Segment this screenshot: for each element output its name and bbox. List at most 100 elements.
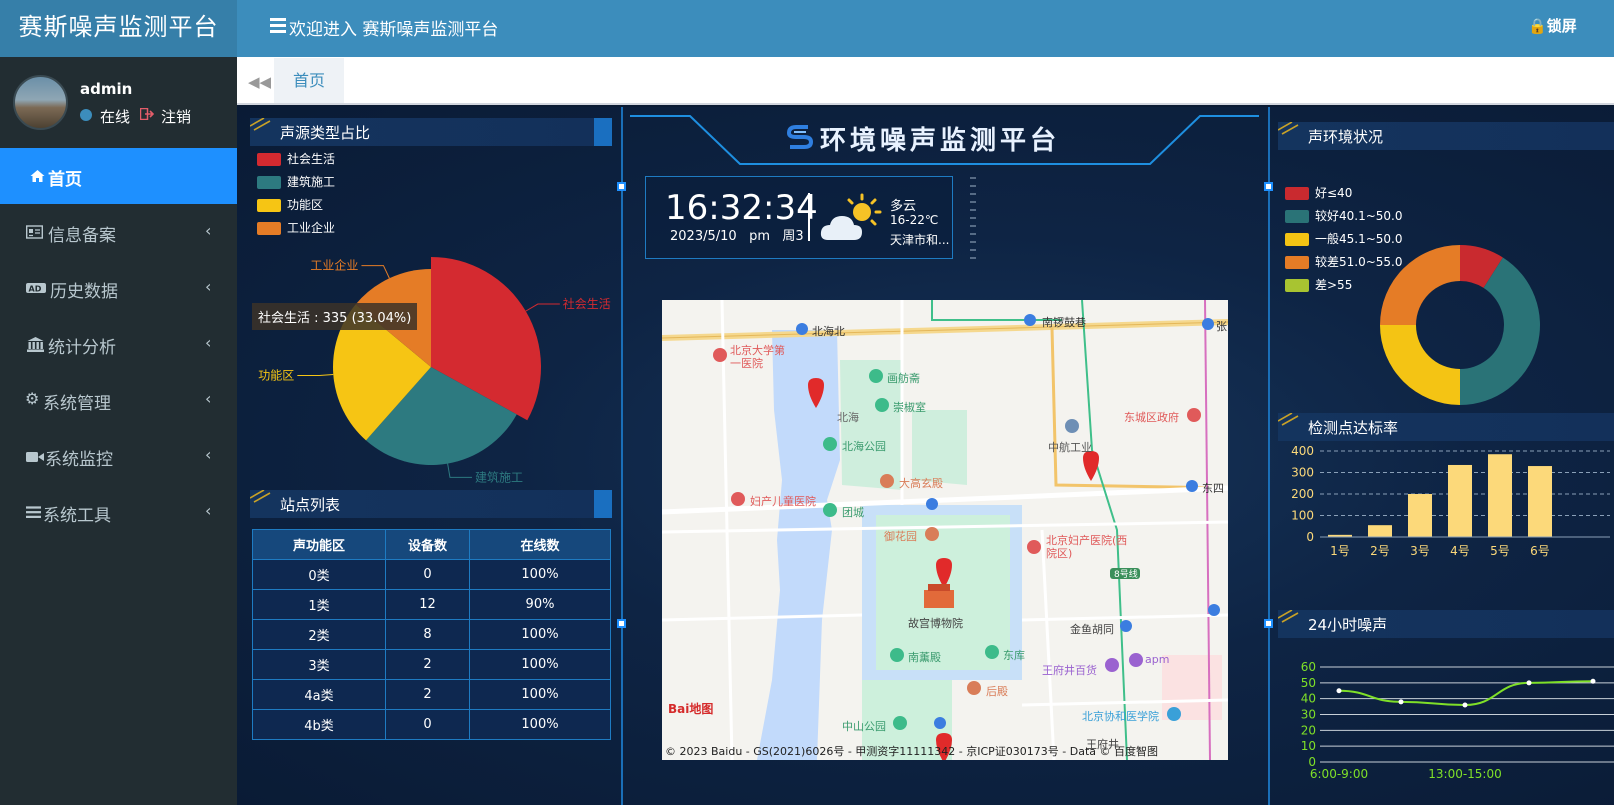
legend-item[interactable]: 功能区 — [257, 196, 323, 212]
bar[interactable] — [1328, 534, 1352, 537]
sidebar-item-statistics[interactable]: 统计分析 ‹ — [0, 316, 237, 372]
dashboard-frame — [621, 107, 1270, 805]
welcome-text: 欢迎进入 赛斯噪声监测平台 — [289, 20, 499, 40]
pie-label: 社会生活 — [563, 296, 611, 311]
map-canvas — [662, 300, 1228, 760]
pie-slice[interactable] — [333, 304, 431, 441]
donut-slice[interactable] — [1380, 325, 1460, 405]
panel-header-rate: 检测点达标率 — [1278, 413, 1614, 441]
map-label: 北海 — [837, 411, 859, 424]
table-row: 4b类 0 100% — [252, 709, 611, 740]
pie-label: 功能区 — [258, 369, 294, 383]
table-header: 声功能区 — [252, 529, 386, 560]
lock-label: 锁屏 — [1546, 17, 1577, 35]
sidebar-item-history[interactable]: AD 历史数据 ‹ — [0, 260, 237, 316]
bank-icon — [27, 337, 44, 352]
rate-bar-chart[interactable]: 0 100 200 300 400 1号 2号 3号 4号 5号 6号 — [1278, 443, 1614, 568]
line-point[interactable] — [1336, 688, 1342, 694]
table-cell: 12 — [385, 589, 470, 620]
donut-slice[interactable] — [1460, 245, 1503, 288]
map-label: 北京大学第一医院 — [730, 344, 785, 370]
sidebar-item-system-monitor[interactable]: 系统监控 ‹ — [0, 428, 237, 484]
user-name: admin — [80, 80, 133, 98]
line-point[interactable] — [1526, 680, 1532, 686]
pie-tooltip: 社会生活 : 335 (33.04%) — [252, 303, 418, 330]
weekday-text: 周3 — [782, 229, 804, 244]
line-point[interactable] — [1462, 702, 1468, 708]
map-label: 王府井 — [1086, 738, 1119, 751]
map-label: 王府井百货 — [1042, 664, 1097, 677]
y-tick-label: 200 — [1291, 487, 1314, 501]
scale-ticks — [970, 177, 976, 259]
lock-screen-button[interactable]: 🔒锁屏 — [1528, 15, 1577, 36]
bar[interactable] — [1448, 464, 1472, 537]
baidu-logo[interactable]: Bai地图 — [668, 702, 714, 716]
bar[interactable] — [1488, 454, 1512, 537]
sidebar-item-system-manage[interactable]: ⚙ 系统管理 ‹ — [0, 372, 237, 428]
chevron-left-icon: ‹ — [205, 277, 212, 296]
sidebar-item-info-record[interactable]: 信息备案 ‹ — [0, 204, 237, 260]
menu-toggle-icon[interactable] — [270, 15, 286, 35]
chevron-left-icon: ‹ — [205, 501, 212, 520]
legend-item[interactable]: 差>55 — [1285, 276, 1352, 292]
panel-header-noise24: 24小时噪声 — [1278, 610, 1614, 638]
line-point[interactable] — [1590, 678, 1596, 684]
gear-icon: ⚙ — [25, 389, 40, 408]
logout-link[interactable]: 注销 — [161, 108, 192, 126]
user-status: 在线 — [100, 108, 131, 126]
baidu-map[interactable]: 北海北 南锣鼓巷 北京大学第一医院 画舫斋 崇椒室 北海 北海公园 东城区政府 … — [662, 300, 1228, 760]
legend-label: 差>55 — [1315, 278, 1353, 292]
legend-item[interactable]: 较差51.0~55.0 — [1285, 253, 1403, 269]
tab-home[interactable]: 首页 — [274, 58, 344, 103]
table-cell: 100% — [469, 559, 611, 590]
legend-item[interactable]: 建筑施工 — [257, 173, 335, 189]
legend-item[interactable]: 社会生活 — [257, 150, 335, 166]
panel-title: 24小时噪声 — [1308, 616, 1388, 634]
online-status-icon — [80, 109, 92, 121]
map-credit: © 2023 Baidu - GS(2021)6026号 - 甲测资字11111… — [665, 745, 1159, 758]
donut-slice[interactable] — [1380, 245, 1460, 325]
panel-header-source: 声源类型占比 — [250, 118, 612, 146]
bar[interactable] — [1368, 525, 1392, 537]
table-row: 1类 12 90% — [252, 589, 611, 620]
logout-icon — [140, 108, 154, 120]
map-label: 南薰殿 — [908, 651, 941, 664]
map-label: 北京协和医学院 — [1082, 710, 1159, 723]
donut-slice[interactable] — [1460, 257, 1540, 405]
legend-item[interactable]: 一般45.1~50.0 — [1285, 230, 1403, 246]
map-label: 崇椒室 — [893, 401, 926, 414]
panel-title: 站点列表 — [280, 496, 341, 514]
bar[interactable] — [1408, 494, 1432, 537]
line-point[interactable] — [1398, 699, 1404, 705]
table-row: 4a类 2 100% — [252, 679, 611, 710]
brand-title[interactable]: 赛斯噪声监测平台 — [0, 0, 237, 57]
table-cell: 100% — [469, 679, 611, 710]
sidebar-item-home[interactable]: 首页 — [0, 148, 237, 204]
partly-cloudy-icon — [820, 193, 882, 240]
pie-label: 建筑施工 — [475, 469, 523, 484]
map-label: 故宫博物院 — [908, 617, 963, 630]
env-donut-chart[interactable] — [1370, 235, 1550, 415]
pie-slice[interactable] — [431, 257, 541, 421]
legend-item[interactable]: 工业企业 — [257, 219, 335, 235]
x-tick-label: 5号 — [1490, 544, 1510, 558]
frame-node — [617, 182, 626, 191]
bar[interactable] — [1528, 466, 1552, 537]
table-cell: 0 — [385, 559, 470, 590]
legend-label: 社会生活 — [287, 152, 336, 166]
legend-item[interactable]: 较好40.1~50.0 — [1285, 207, 1403, 223]
home-icon — [30, 170, 45, 182]
pie-slice[interactable] — [366, 367, 517, 465]
line-series[interactable] — [1338, 680, 1594, 707]
legend-label: 工业企业 — [287, 221, 336, 235]
table-cell: 100% — [469, 709, 611, 740]
tab-scroll-left-icon[interactable]: ◀◀ — [248, 73, 272, 91]
legend-item[interactable]: 好≤40 — [1285, 184, 1352, 200]
weather-desc: 多云 — [890, 199, 917, 214]
time-weather-box — [645, 176, 953, 259]
map-label: 东库 — [1003, 649, 1025, 662]
map-label: 中山公园 — [842, 720, 886, 733]
sidebar-item-system-tools[interactable]: 系统工具 ‹ — [0, 484, 237, 540]
